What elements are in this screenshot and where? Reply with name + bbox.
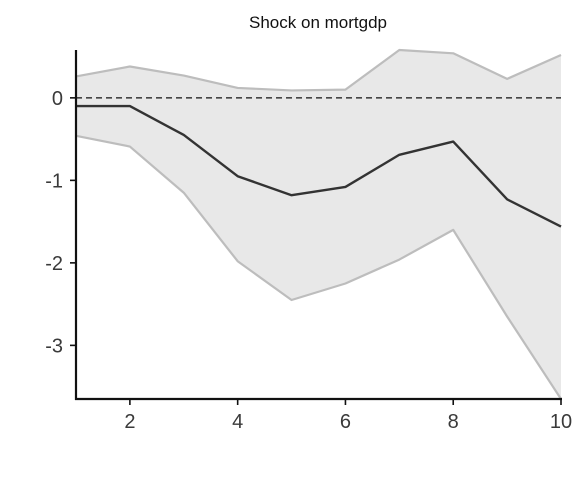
x-tick-label: 10 xyxy=(550,411,572,433)
x-tick-label: 6 xyxy=(340,411,351,433)
lower-bound-line xyxy=(75,134,562,400)
x-tick-label: 2 xyxy=(124,411,135,433)
upper-bound-line xyxy=(75,48,562,92)
y-tick-label: 0 xyxy=(52,88,63,110)
x-tick-label: 4 xyxy=(232,411,243,433)
y-tick-label: -1 xyxy=(45,170,63,192)
y-tick-label: -3 xyxy=(45,335,63,357)
y-tick-label: -2 xyxy=(45,253,63,275)
confidence-band xyxy=(76,50,561,399)
response-line xyxy=(76,104,562,228)
chart-title: Shock on mortgdp xyxy=(249,13,387,32)
plot-area: 2 4 6 8 10 0 -1 -2 -3 xyxy=(45,48,572,433)
x-tick-label: 8 xyxy=(448,411,459,433)
